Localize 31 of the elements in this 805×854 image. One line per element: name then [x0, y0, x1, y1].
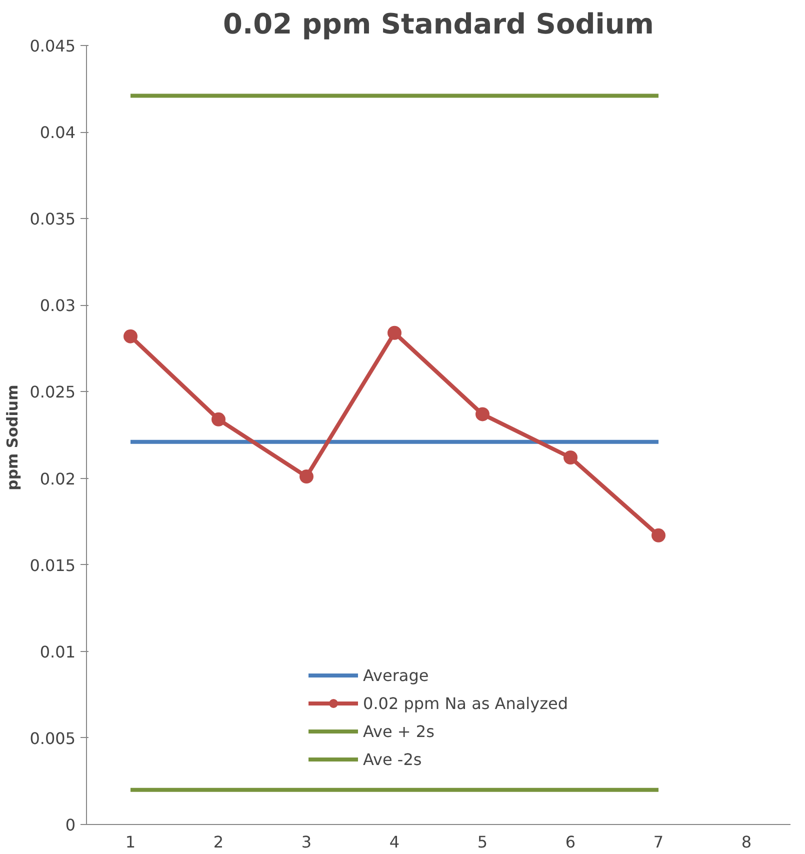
y-tick-label: 0.045	[30, 36, 76, 56]
legend-label: Average	[363, 666, 429, 684]
y-axis-title: ppm Sodium	[4, 384, 22, 490]
point	[124, 329, 138, 344]
y-tick-label: 0.02	[40, 469, 76, 488]
point	[300, 470, 314, 484]
x-tick-label: 1	[125, 832, 136, 852]
x-tick-label: 8	[741, 832, 752, 852]
y-tick-label: 0.03	[40, 296, 76, 316]
y-tick-label: 0.005	[30, 728, 76, 748]
x-tick-label: 2	[213, 832, 224, 852]
y-tick-label: 0.015	[30, 556, 76, 575]
y-tick-label: 0.01	[40, 642, 76, 662]
x-tick-label: 4	[389, 832, 400, 852]
legend-label: 0.02 ppm Na as Analyzed	[363, 694, 568, 712]
point	[388, 326, 402, 340]
y-tick-label: 0	[65, 816, 76, 834]
y-tick-label: 0.035	[30, 210, 76, 229]
legend-label: Ave -2s	[363, 750, 422, 768]
point	[652, 528, 666, 542]
x-tick-label: 7	[653, 832, 664, 852]
point	[212, 412, 226, 426]
point	[564, 450, 578, 464]
x-tick-label: 6	[565, 832, 576, 852]
point	[476, 407, 490, 422]
y-tick-label: 0.025	[30, 382, 76, 402]
x-tick-label: 5	[477, 832, 488, 852]
chart-title: 0.02 ppm Standard Sodium	[223, 8, 654, 40]
x-tick-label: 3	[301, 832, 312, 852]
y-tick-label: 0.04	[40, 123, 76, 142]
legend-label: Ave + 2s	[363, 722, 434, 740]
